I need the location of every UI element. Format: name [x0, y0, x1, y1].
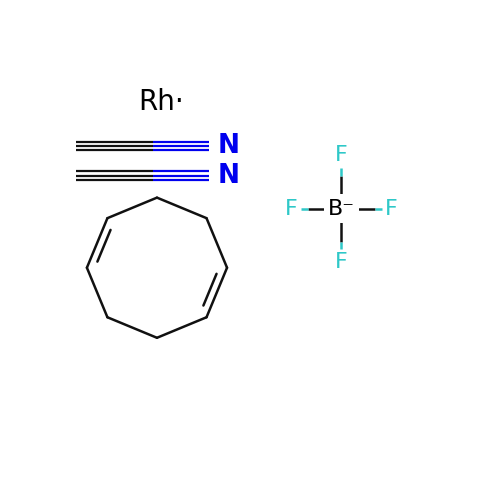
- Text: F: F: [335, 145, 348, 165]
- Text: F: F: [385, 199, 398, 219]
- Text: Rh·: Rh·: [138, 88, 183, 116]
- Text: N: N: [218, 162, 240, 189]
- Text: F: F: [285, 199, 298, 219]
- Text: N: N: [218, 133, 240, 159]
- Text: B⁻: B⁻: [328, 199, 355, 219]
- Text: F: F: [335, 252, 348, 272]
